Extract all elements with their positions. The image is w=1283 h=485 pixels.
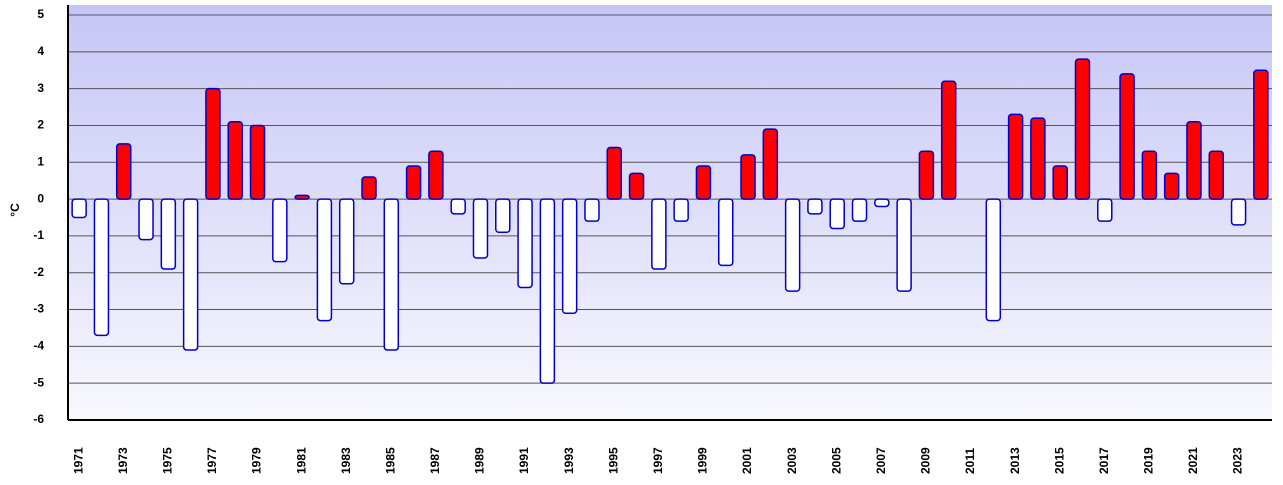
bar xyxy=(1052,165,1068,200)
bar xyxy=(138,198,154,241)
bar xyxy=(450,198,466,215)
bar xyxy=(1119,73,1135,200)
bar xyxy=(896,198,912,292)
x-tick-label: 1995 xyxy=(606,447,620,474)
bar xyxy=(651,198,667,270)
bar xyxy=(1208,150,1225,200)
bar xyxy=(1230,198,1247,226)
bar xyxy=(740,154,756,200)
bar xyxy=(1163,172,1180,200)
x-tick-label: 1997 xyxy=(651,447,665,474)
y-tick-label: 2 xyxy=(37,118,44,132)
x-tick-label: 2011 xyxy=(963,448,977,474)
x-tick-label: 1973 xyxy=(116,447,130,474)
bar xyxy=(1007,113,1024,200)
y-tick-label: -6 xyxy=(33,412,44,426)
bar xyxy=(717,198,734,267)
bar xyxy=(762,128,779,200)
y-axis-label: °C xyxy=(8,203,22,217)
x-tick-label: 2001 xyxy=(740,447,754,474)
x-tick-label: 1977 xyxy=(205,447,219,474)
bar xyxy=(227,121,243,200)
y-tick-label: -1 xyxy=(33,228,44,242)
bar xyxy=(829,198,845,230)
bar xyxy=(294,194,310,200)
bar xyxy=(695,165,712,200)
x-tick-label: 1983 xyxy=(339,447,353,474)
bar xyxy=(807,198,823,215)
bar xyxy=(918,150,935,200)
bar xyxy=(584,198,600,222)
x-tick-label: 1971 xyxy=(71,447,85,474)
x-tick-label: 2009 xyxy=(919,447,933,474)
bar xyxy=(115,143,132,200)
bar xyxy=(1097,198,1113,222)
x-tick-label: 1985 xyxy=(383,447,397,474)
bar xyxy=(71,198,87,219)
x-tick-label: 2015 xyxy=(1052,447,1066,474)
y-tick-label: -5 xyxy=(33,375,44,389)
bar xyxy=(606,146,623,200)
bar xyxy=(1141,150,1158,200)
x-tick-label: 1979 xyxy=(250,447,264,474)
x-tick-label: 1993 xyxy=(562,447,576,474)
bar xyxy=(472,198,489,259)
x-tick-label: 1999 xyxy=(696,447,710,474)
x-tick-label: 1987 xyxy=(428,447,442,474)
x-tick-label: 2019 xyxy=(1142,447,1156,474)
bar xyxy=(361,176,377,200)
bar xyxy=(182,198,199,351)
x-tick-label: 2003 xyxy=(785,447,799,474)
bar xyxy=(561,198,578,314)
y-tick-label: 4 xyxy=(37,44,44,58)
bar xyxy=(428,150,444,200)
x-tick-label: 1991 xyxy=(517,447,531,474)
bar xyxy=(1030,117,1046,200)
y-tick-label: 1 xyxy=(37,154,44,168)
bar xyxy=(205,87,221,200)
y-tick-label: -3 xyxy=(33,302,44,316)
y-tick-label: 5 xyxy=(37,7,44,21)
bar xyxy=(316,198,333,322)
bar xyxy=(851,198,868,222)
x-tick-label: 1989 xyxy=(473,447,487,474)
bar xyxy=(1186,121,1202,200)
bar xyxy=(628,172,645,200)
y-tick-label: -2 xyxy=(33,265,44,279)
bar xyxy=(338,198,355,285)
x-tick-label: 2023 xyxy=(1231,447,1245,474)
bar xyxy=(1074,58,1091,200)
bar xyxy=(673,198,689,222)
x-tick-label: 2013 xyxy=(1008,447,1022,474)
bar xyxy=(1253,69,1269,200)
bar xyxy=(874,198,890,208)
x-tick-label: 1975 xyxy=(161,447,175,474)
bar xyxy=(93,198,110,337)
x-tick-label: 1981 xyxy=(294,447,308,474)
x-tick-label: 2017 xyxy=(1097,447,1111,474)
bar xyxy=(517,198,533,289)
bar xyxy=(495,198,511,233)
bar xyxy=(249,124,266,200)
x-tick-label: 2021 xyxy=(1186,447,1200,474)
x-tick-label: 2007 xyxy=(874,447,888,474)
bar xyxy=(539,198,556,384)
y-tick-label: -4 xyxy=(33,339,44,353)
bar xyxy=(985,198,1002,322)
y-tick-label: 0 xyxy=(37,191,44,205)
bar xyxy=(784,198,801,292)
x-tick-label: 2005 xyxy=(829,447,843,474)
bar xyxy=(160,198,177,270)
bar xyxy=(272,198,288,263)
bar xyxy=(940,80,957,200)
bar xyxy=(405,165,422,200)
plot-background xyxy=(68,5,1272,420)
bar xyxy=(383,198,400,351)
y-tick-label: 3 xyxy=(37,81,44,95)
